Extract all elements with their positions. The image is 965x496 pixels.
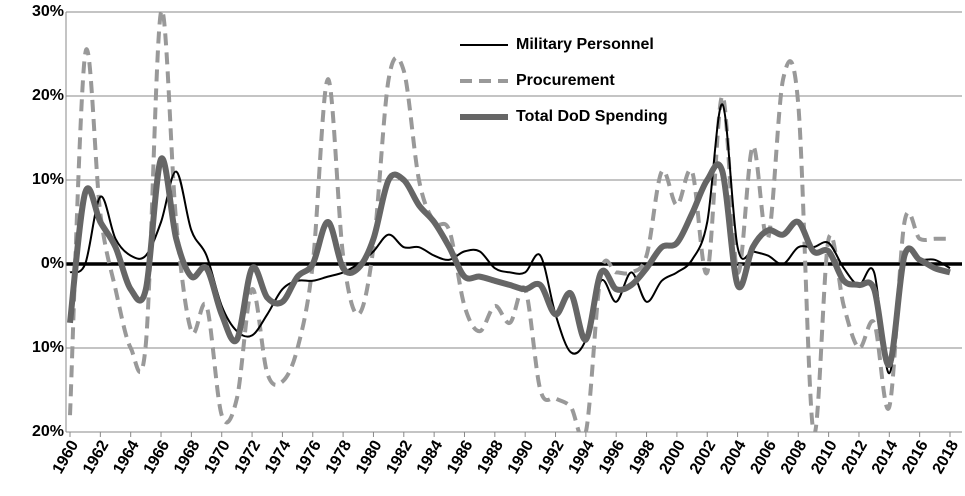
y-tick-label: 10% <box>32 171 64 188</box>
plot-lines <box>67 12 951 432</box>
x-tick-label: 2012 <box>839 438 872 477</box>
legend-label: Military Personnel <box>516 36 654 53</box>
x-tick-label: 1974 <box>262 438 295 477</box>
series-line <box>69 103 951 375</box>
y-tick-label: 20% <box>32 423 64 440</box>
x-tick-label: 2010 <box>808 438 841 477</box>
x-tick-label: 2008 <box>778 438 811 477</box>
x-tick-label: 1998 <box>626 438 659 477</box>
y-tick-label: 0% <box>41 255 64 272</box>
x-tick-label: 1984 <box>414 438 447 477</box>
x-tick-label: 1994 <box>565 438 598 477</box>
x-tick-label: 1982 <box>383 438 416 477</box>
x-tick-label: 2004 <box>717 438 750 477</box>
legend-label: Procurement <box>516 72 615 89</box>
x-tick-label: 1990 <box>505 438 538 477</box>
x-tick-label: 1964 <box>110 438 143 477</box>
x-tick-label: 1992 <box>535 438 568 477</box>
x-tick-label: 1978 <box>323 438 356 477</box>
y-tick-label: 20% <box>32 87 64 104</box>
x-tick-label: 2014 <box>869 438 902 477</box>
x-tick-label: 1980 <box>353 438 386 477</box>
y-tick-label: 30% <box>32 3 64 20</box>
x-tick-label: 1962 <box>80 438 113 477</box>
x-tick-label: 1996 <box>596 438 629 477</box>
x-tick-label: 2018 <box>930 438 963 477</box>
x-tick-label: 1972 <box>232 438 265 477</box>
x-tick-label: 1968 <box>171 438 204 477</box>
x-tick-label: 2000 <box>656 438 689 477</box>
x-tick-label: 1988 <box>474 438 507 477</box>
legend-label: Total DoD Spending <box>516 108 668 125</box>
x-tick-label: 1960 <box>50 438 83 477</box>
x-tick-label: 2002 <box>687 438 720 477</box>
x-tick-label: 1966 <box>141 438 174 477</box>
x-tick-label: 1970 <box>201 438 234 477</box>
x-tick-label: 2006 <box>748 438 781 477</box>
x-tick-label: 1986 <box>444 438 477 477</box>
y-tick-label: 10% <box>32 339 64 356</box>
series-line <box>68 12 950 432</box>
series-line <box>67 155 951 368</box>
x-tick-label: 1976 <box>292 438 325 477</box>
x-tick-label: 2016 <box>899 438 932 477</box>
